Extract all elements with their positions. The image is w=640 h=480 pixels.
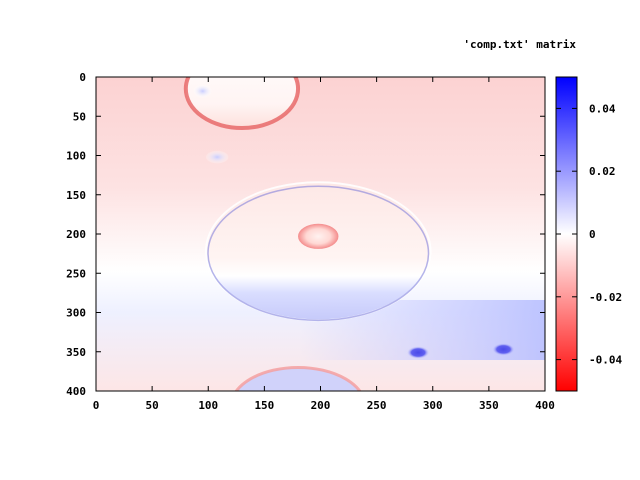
x-tick-label: 0 [93, 399, 100, 412]
x-tick-label: 250 [367, 399, 387, 412]
colorbar-tick-label: 0 [589, 228, 596, 241]
x-tick-label: 50 [146, 399, 159, 412]
colorbar-axis: 0.04 0.02 0 -0.02 -0.04 [556, 102, 622, 367]
x-tick-label: 100 [198, 399, 218, 412]
colorbar-tick-label: -0.04 [589, 354, 622, 367]
y-tick-label: 100 [66, 150, 86, 163]
x-tick-label: 200 [311, 399, 331, 412]
heatmap-ring-edge [234, 365, 362, 391]
y-tick-label: 350 [66, 346, 86, 359]
x-tick-label: 400 [535, 399, 555, 412]
y-axis: 0 50 100 150 200 250 300 350 400 [66, 71, 545, 398]
heatmap-blob [193, 84, 212, 98]
heatmap-ring-fill [185, 77, 299, 129]
heatmap-blob [298, 223, 339, 249]
colorbar-tick-label: 0.04 [589, 102, 616, 115]
heatmap-blob [492, 343, 515, 356]
colorbar-tick-label: -0.02 [589, 291, 622, 304]
x-tick-label: 300 [423, 399, 443, 412]
heatmap-ring-edge [183, 77, 301, 131]
heatmap-blob [206, 150, 229, 164]
heatmap-ring-fill [236, 367, 360, 391]
y-tick-label: 150 [66, 189, 86, 202]
x-axis: 0 50 100 150 200 250 300 350 400 [93, 77, 555, 412]
heatmap-plot-area [96, 77, 545, 391]
colorbar-tick-label: 0.02 [589, 165, 616, 178]
heatmap-blob [406, 346, 430, 359]
y-tick-label: 400 [66, 385, 86, 398]
y-tick-label: 50 [73, 110, 86, 123]
y-tick-label: 300 [66, 307, 86, 320]
y-tick-label: 250 [66, 267, 86, 280]
x-tick-label: 350 [479, 399, 499, 412]
y-tick-label: 0 [79, 71, 86, 84]
chart-title: 'comp.txt' matrix [463, 38, 576, 51]
heatmap-ring-fill [206, 182, 431, 321]
x-tick-label: 150 [254, 399, 274, 412]
heatmap-ring-inner-edge [207, 185, 430, 322]
y-tick-label: 200 [66, 228, 86, 241]
